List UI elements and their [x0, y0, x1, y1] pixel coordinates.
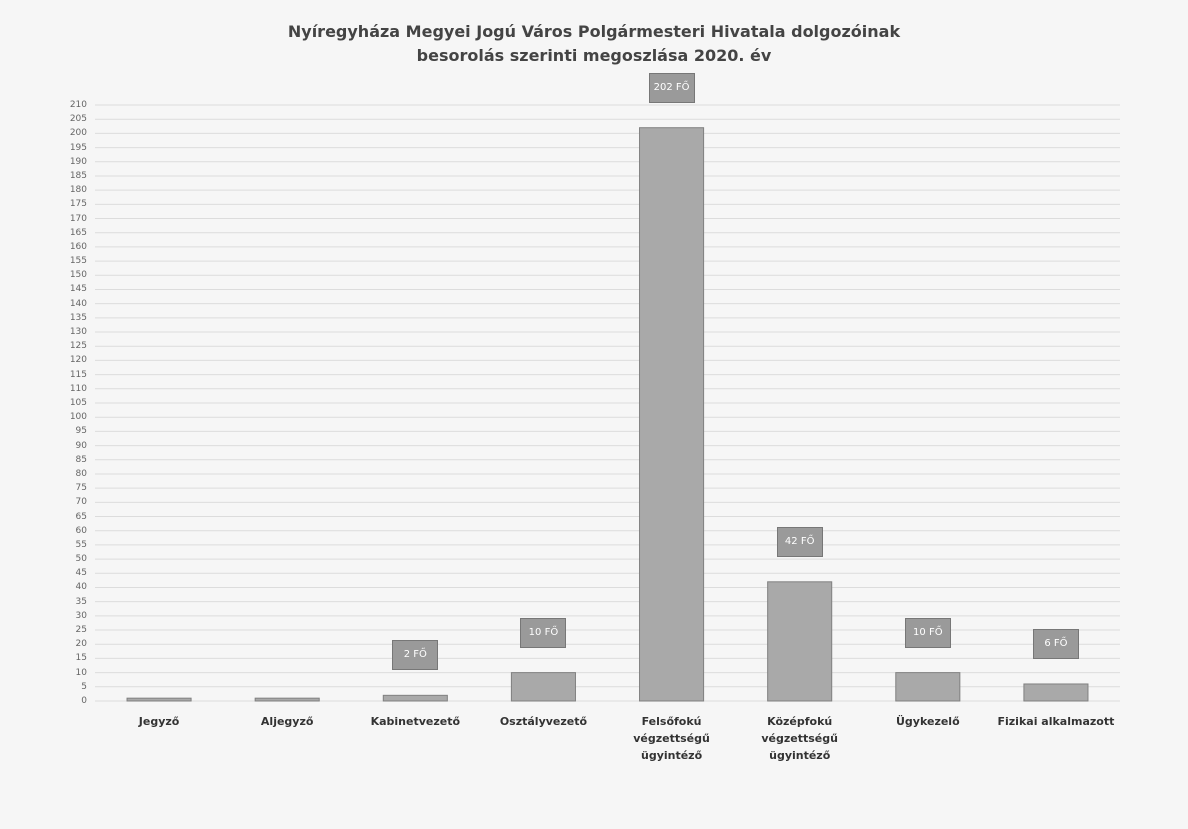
y-tick-label: 205 [69, 114, 87, 125]
y-tick-label: 75 [75, 483, 87, 494]
data-label: 2 FŐ [392, 640, 439, 671]
bar [126, 697, 192, 702]
y-tick-label: 15 [75, 653, 87, 664]
y-tick-label: 200 [69, 128, 87, 139]
data-label: 10 FŐ [520, 617, 567, 648]
y-tick-label: 50 [75, 554, 87, 565]
x-tick-label: Aljegyző [260, 715, 314, 728]
bar [382, 694, 448, 702]
y-tick-label: 10 [75, 667, 87, 678]
y-tick-label: 125 [69, 341, 87, 352]
x-tick-label: Fizikai alkalmazott [997, 715, 1115, 728]
y-tick-label: 100 [69, 412, 87, 423]
y-tick-label: 25 [75, 625, 87, 636]
y-tick-label: 135 [69, 312, 87, 323]
y-tick-label: 20 [75, 639, 87, 650]
y-tick-label: 160 [69, 241, 87, 252]
y-tick-label: 185 [69, 170, 87, 181]
y-tick-label: 80 [75, 468, 87, 479]
y-tick-label: 30 [75, 610, 87, 621]
y-tick-label: 65 [75, 511, 87, 522]
y-tick-label: 165 [69, 227, 87, 238]
bar [510, 672, 576, 702]
y-tick-label: 180 [69, 185, 87, 196]
x-tick-label: Kabinetvezető [370, 715, 461, 728]
y-tick-label: 210 [69, 100, 87, 110]
bar [254, 697, 320, 702]
y-tick-label: 155 [69, 256, 87, 267]
bar [1023, 683, 1089, 702]
y-tick-label: 130 [69, 327, 87, 338]
y-tick-label: 0 [81, 696, 87, 706]
y-tick-label: 150 [69, 270, 87, 281]
y-tick-label: 195 [69, 142, 87, 153]
y-tick-label: 85 [75, 454, 87, 465]
x-tick-label: Osztályvezető [499, 715, 588, 728]
data-label: 6 FŐ [1032, 628, 1079, 659]
y-tick-label: 105 [69, 398, 87, 408]
y-tick-label: 175 [69, 199, 87, 210]
y-tick-label: 110 [69, 383, 87, 394]
x-tick-label: Felsőfokú végzettségű ügyintéző [633, 715, 710, 762]
y-tick-label: 45 [75, 568, 87, 579]
y-tick-label: 190 [69, 156, 87, 167]
bar [639, 127, 705, 702]
y-tick-label: 5 [81, 681, 87, 692]
y-tick-label: 120 [69, 355, 87, 366]
x-tick-label: Középfokú végzettségű ügyintéző [761, 715, 838, 762]
bar [895, 672, 961, 702]
y-tick-label: 140 [69, 298, 87, 309]
y-tick-label: 55 [75, 539, 87, 550]
chart-title: Nyíregyháza Megyei Jogú Város Polgármest… [287, 22, 901, 65]
data-label: 42 FŐ [776, 526, 823, 557]
y-tick-label: 90 [75, 440, 87, 451]
y-tick-label: 40 [75, 582, 87, 593]
x-tick-label: Jegyző [138, 715, 180, 728]
y-tick-label: 35 [75, 596, 87, 607]
x-tick-label: Ügykezelő [895, 715, 960, 728]
bar [767, 581, 833, 702]
y-tick-label: 115 [69, 369, 87, 380]
y-tick-label: 70 [75, 497, 87, 508]
y-tick-label: 170 [69, 213, 87, 224]
y-tick-label: 95 [75, 426, 87, 437]
y-tick-label: 60 [75, 525, 87, 536]
y-tick-label: 145 [69, 284, 87, 295]
data-label: 202 FŐ [648, 72, 695, 103]
data-label: 10 FŐ [904, 617, 951, 648]
